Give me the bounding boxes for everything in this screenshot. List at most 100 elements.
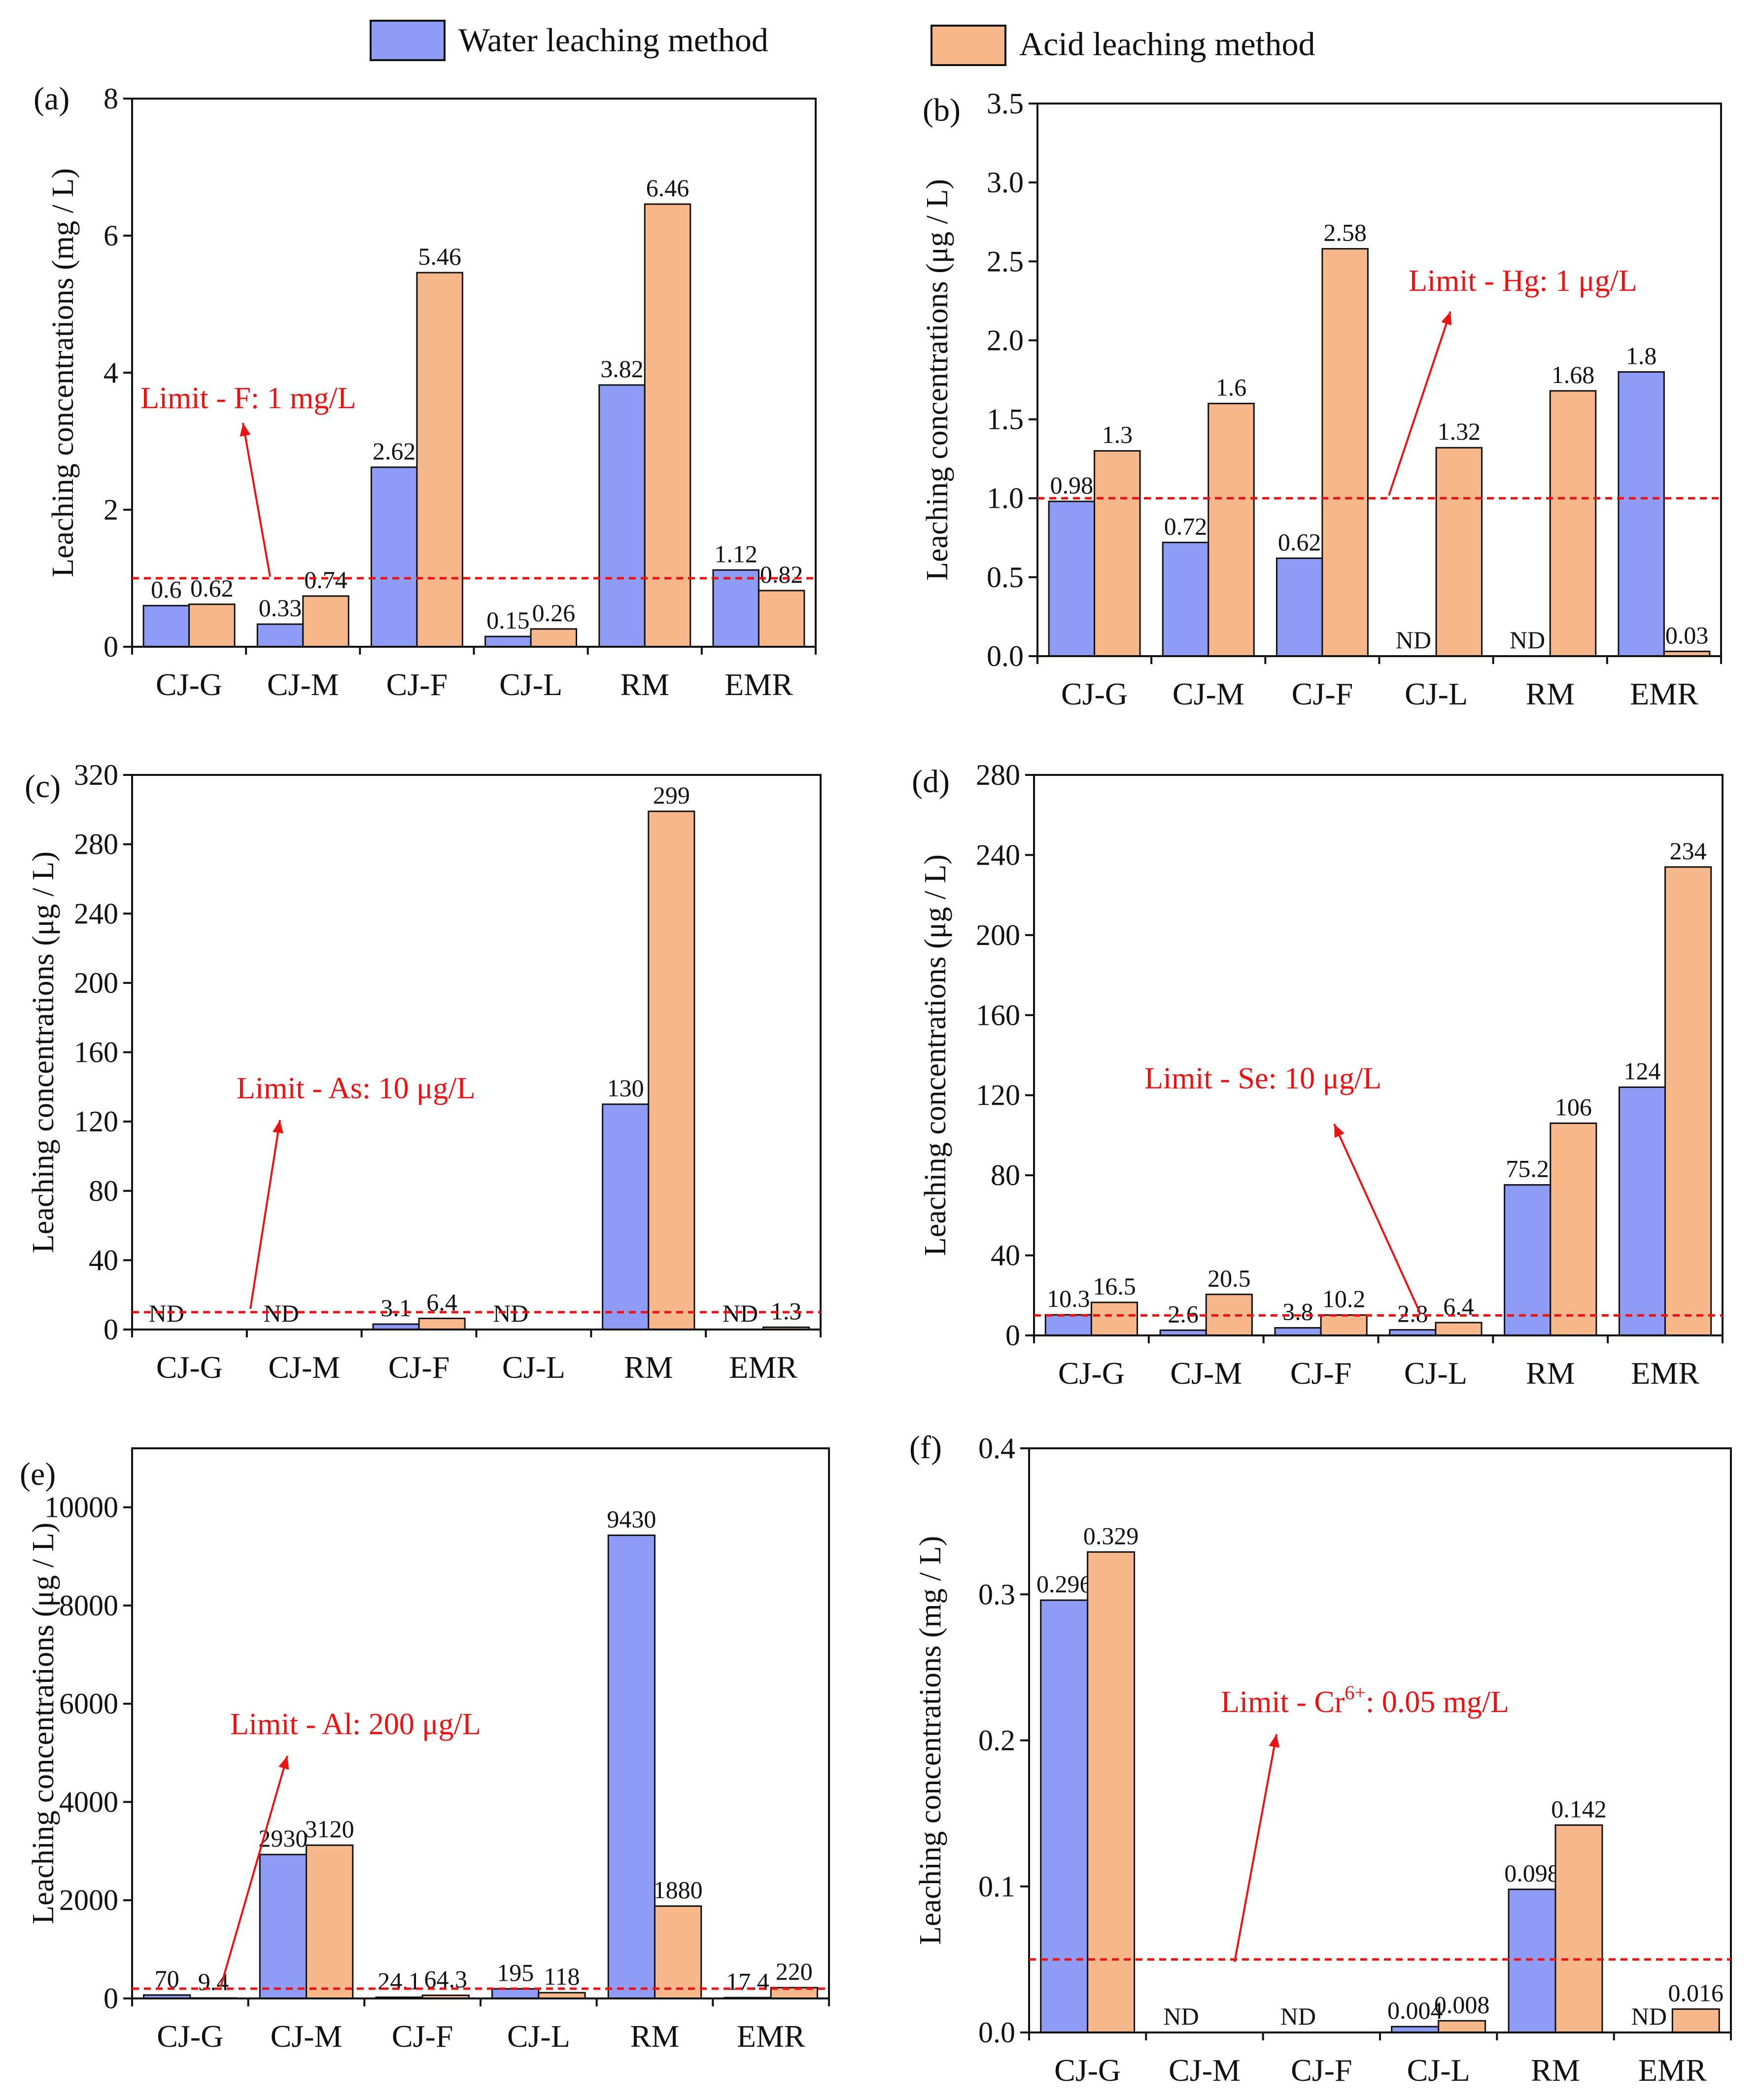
legend-swatch-acid [931,25,1006,66]
bar [491,1988,540,1999]
x-tick-label: RM [630,2019,680,2054]
limit-arrow [1388,311,1451,496]
data-label: 0.098 [1504,1859,1560,1887]
y-tick-label: 280 [74,828,118,861]
x-tick-label: CJ-M [271,2019,343,2054]
x-tick-label: CJ-M [1173,676,1244,711]
y-tick-label: 0.3 [978,1578,1015,1610]
y-tick-label: 6 [103,219,118,252]
data-label: 0.33 [259,594,302,622]
limit-arrowhead [1269,1734,1280,1748]
x-tick-label: EMR [1631,1356,1699,1391]
bar [607,1534,655,1999]
data-label: 0.03 [1665,621,1709,649]
y-tick-label: 0 [1005,1319,1020,1352]
data-label: ND [1280,2002,1316,2030]
data-label: 0.329 [1083,1522,1139,1549]
data-label: 1.8 [1626,342,1657,369]
data-label: 6.46 [646,174,690,202]
legend-swatch-water [370,20,446,61]
data-label: 0.142 [1551,1795,1607,1822]
bar [1435,1322,1483,1336]
x-tick-label: CJ-F [1292,676,1353,711]
data-label: 3.82 [600,355,644,383]
bar [1504,1184,1552,1336]
panel-label: (d) [912,764,950,800]
data-label: 2.8 [1397,1300,1428,1328]
y-tick-label: 0.0 [987,640,1024,672]
bar [1040,1599,1089,2033]
data-label: 2.6 [1168,1300,1199,1328]
limit-label: Limit - As: 10 μg/L [237,1072,475,1105]
y-tick-label: 2000 [59,1884,118,1917]
data-label: 20.5 [1207,1264,1251,1292]
data-label: 1880 [654,1876,703,1904]
x-tick-label: CJ-G [1054,2053,1121,2088]
data-label: ND [1163,2002,1199,2030]
chart-panel: 0.60.332.620.153.821.120.62 0.745.460.266… [34,81,817,702]
y-tick-label: 0.0 [978,2016,1015,2049]
y-tick-label: 2 [103,493,118,526]
data-label: 0.6 [151,576,182,603]
x-tick-label: RM [624,1350,673,1385]
x-tick-label: RM [620,667,669,702]
data-label: ND [1631,2002,1667,2030]
x-tick-label: CJ-F [1291,2053,1352,2088]
x-tick-label: CJ-L [1404,1356,1467,1391]
data-label: 234 [1670,837,1707,865]
data-label: 1.12 [714,540,758,567]
x-tick-label: EMR [724,667,793,702]
data-label: 3.8 [1282,1298,1313,1326]
x-tick-label: EMR [1638,2053,1707,2088]
y-tick-label: 160 [976,999,1020,1031]
y-tick-label: 40 [991,1239,1020,1272]
bar [648,810,695,1330]
y-tick-label: 240 [74,897,118,930]
data-label: 0.004 [1387,1996,1443,2024]
x-tick-label: CJ-M [1169,2053,1241,2088]
chart-panel: 0.296 ND ND 0.004 0.098 ND 0.329 0.008 0.142 0.01… [909,1430,1732,2088]
bar [1550,1122,1597,1336]
data-label: 1.68 [1552,361,1595,388]
bar [188,603,236,648]
bar [259,1854,308,1999]
data-label: 0.15 [486,606,530,634]
data-label: 3.1 [380,1294,412,1322]
bar [484,635,532,648]
bar [1549,390,1597,657]
bar [1664,866,1712,1336]
y-tick-label: 0.2 [978,1724,1015,1757]
y-tick-label: 200 [74,967,118,999]
data-label: 1.3 [1102,421,1133,449]
limit-arrow [249,1120,281,1309]
limit-arrow [220,1755,288,1987]
y-tick-label: 3.0 [987,166,1024,199]
data-label: 1.6 [1216,374,1247,401]
panel-label: (e) [20,1456,56,1492]
bar [1671,2008,1720,2033]
bar [418,1318,466,1330]
x-tick-label: EMR [1630,676,1698,711]
bar [1087,1551,1136,2033]
bar [306,1844,354,1999]
y-tick-label: 4000 [59,1785,118,1818]
panel-label: (a) [34,81,69,117]
limit-arrowhead [278,1756,289,1770]
panel-label: (b) [923,92,961,128]
plot-frame [131,98,817,648]
data-label: 118 [544,1962,580,1990]
chart-panel: 10.3 2.6 3.8 2.8 75.2 124 16.5 20.5 10.2 6.4 106 23… [912,759,1724,1391]
data-label: 3120 [305,1815,354,1843]
bar [530,628,578,648]
bar [1321,248,1369,657]
data-label: 1.32 [1438,418,1481,445]
y-tick-label: 3.5 [987,87,1024,120]
x-tick-label: CJ-G [1061,676,1128,711]
bar [1094,450,1141,657]
bar [1554,1824,1603,2033]
data-label: ND [264,1299,299,1327]
x-tick-label: RM [1531,2053,1580,2088]
data-label: 5.46 [418,243,461,270]
y-tick-label: 200 [976,919,1020,951]
data-label: 0.296 [1036,1570,1092,1598]
